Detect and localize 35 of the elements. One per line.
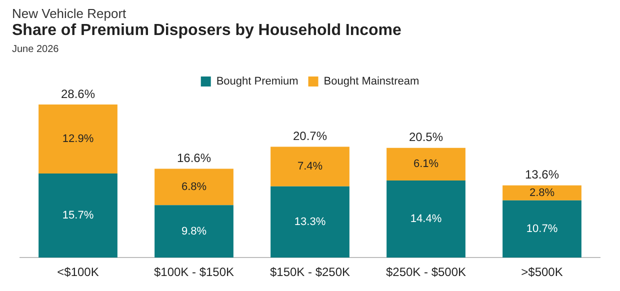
x-tick-label: <$100K [57, 265, 99, 280]
data-label: 15.7% [62, 210, 94, 222]
data-label: 12.9% [62, 133, 94, 146]
x-tick-label: $100K - $150K [154, 265, 234, 280]
chart-subtitle: New Vehicle Report [12, 6, 126, 21]
data-label: 7.4% [297, 160, 323, 173]
bar [386, 180, 466, 258]
text: June 2026 [12, 44, 59, 55]
total-label: 16.6% [176, 151, 212, 166]
x-tick-label: $250K - $500K [386, 265, 466, 280]
bar [502, 185, 582, 200]
data-label: 13.3% [294, 216, 326, 228]
data-label: 6.8% [181, 180, 207, 193]
data-label: 2.8% [529, 186, 555, 199]
total-label: 20.7% [292, 129, 328, 144]
bar [270, 146, 350, 186]
bar [154, 168, 234, 206]
data-label: 9.8% [181, 225, 207, 238]
data-label: 6.1% [413, 158, 439, 170]
legend-label: Bought Mainstream [324, 76, 420, 88]
chart-title: Share of Premium Disposers by Household Income [12, 22, 402, 40]
bar [502, 200, 582, 258]
bar [386, 148, 466, 181]
bar [154, 205, 234, 258]
total-label: 13.6% [524, 168, 560, 182]
legend-label: Bought Premium [216, 76, 298, 88]
total-label: 28.6% [60, 86, 96, 101]
bar [38, 104, 118, 174]
bar [38, 174, 118, 258]
data-label: 10.7% [526, 222, 558, 235]
x-tick-label: >$500K [521, 265, 563, 280]
x-tick-label: $150K - $250K [270, 265, 350, 280]
total-label: 20.5% [408, 130, 444, 144]
data-label: 14.4% [410, 213, 442, 226]
bar [270, 186, 350, 258]
